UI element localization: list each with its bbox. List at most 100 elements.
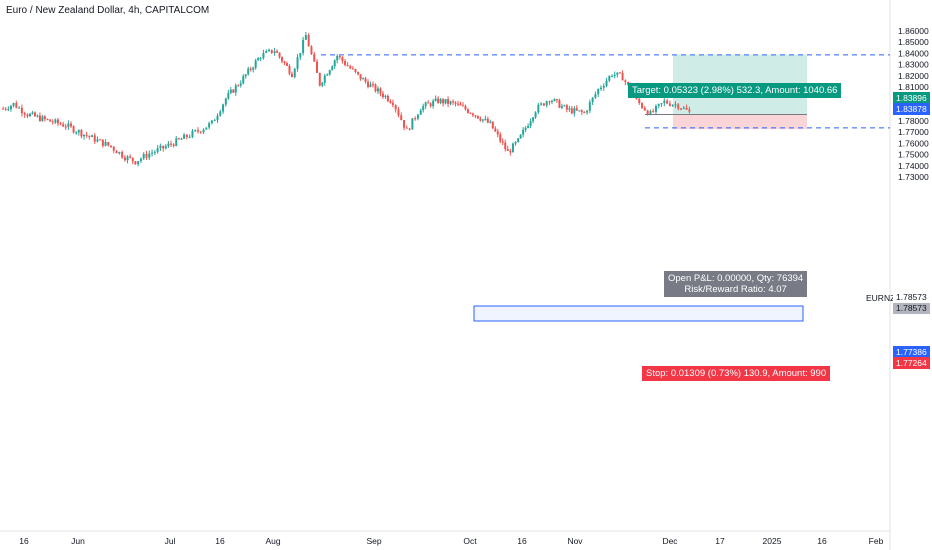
x-tick-label: Oct (463, 536, 477, 546)
candle-body (668, 103, 671, 106)
candle-body (328, 70, 331, 75)
candle-body (548, 101, 551, 103)
candle-body (80, 130, 83, 137)
candle-body (638, 98, 641, 104)
candle-body (134, 161, 137, 165)
candle-body (331, 66, 334, 71)
candle-body (565, 105, 568, 110)
candle-body (479, 118, 482, 121)
candle-body (151, 152, 154, 154)
candle-body (663, 100, 666, 104)
chart-title: Euro / New Zealand Dollar, 4h, CAPITALCO… (6, 5, 210, 16)
candle-body (307, 35, 310, 47)
stop-label[interactable]: Stop: 0.01309 (0.73%) 130.9, Amount: 990 (642, 366, 831, 381)
candle-body (28, 113, 31, 117)
x-tick-label: 16 (215, 536, 225, 546)
candle-body (537, 104, 540, 113)
y-tick-label: 1.81000 (898, 82, 929, 92)
candle-body (115, 150, 118, 154)
candle-body (666, 100, 669, 104)
candle-body (367, 81, 370, 87)
candle-body (391, 102, 394, 106)
candle-body (75, 132, 78, 134)
y-tick-label: 1.85000 (898, 37, 929, 47)
candle-body (316, 61, 319, 73)
candle-body (293, 68, 296, 78)
candle-body (474, 115, 477, 117)
y-tick-label: 1.77000 (898, 127, 929, 137)
candle-body (69, 123, 72, 127)
x-tick-label: Feb (869, 536, 884, 546)
candle-body (162, 145, 165, 149)
candle-body (545, 101, 548, 106)
candle-body (568, 108, 571, 110)
candle-body (514, 142, 517, 144)
candle-body (654, 105, 657, 112)
candle-body (457, 103, 460, 105)
candle-body (185, 134, 188, 138)
candle-body (227, 92, 230, 99)
candle-body (159, 145, 162, 149)
candle-body (611, 75, 614, 77)
candle-body (524, 127, 527, 130)
candle-body (491, 121, 494, 129)
candle-body (254, 60, 257, 68)
candle-body (671, 104, 674, 106)
candle-body (265, 51, 268, 53)
candle-body (560, 105, 563, 108)
candle-body (550, 101, 553, 103)
candle-body (18, 107, 21, 109)
candle-body (219, 111, 222, 116)
candle-body (496, 131, 499, 135)
candle-body (341, 57, 344, 62)
price-tag-current-left: 1.78573 (893, 291, 930, 303)
candle-body (175, 138, 178, 146)
candle-body (519, 134, 522, 139)
candle-body (26, 114, 29, 117)
candle-body (205, 127, 208, 130)
candle-body (484, 118, 487, 120)
candle-body (464, 105, 467, 110)
candle-body (466, 109, 469, 113)
candle-body (62, 124, 65, 127)
pnl-box[interactable]: Open P&L: 0.00000, Qty: 76394 Risk/Rewar… (664, 271, 808, 297)
candle-body (346, 64, 349, 67)
candle-body (459, 103, 462, 106)
candle-body (386, 95, 389, 102)
candle-body (408, 128, 411, 130)
candle-body (449, 101, 452, 104)
y-tick-label: 1.82000 (898, 71, 929, 81)
candle-body (499, 134, 502, 142)
candle-body (232, 89, 235, 93)
candle-body (591, 97, 594, 103)
candle-body (318, 72, 321, 86)
candle-body (621, 73, 624, 81)
candle-body (429, 103, 432, 107)
price-tag-target: 1.83896 (893, 92, 930, 104)
candle-body (23, 113, 26, 115)
y-tick-label: 1.76000 (898, 138, 929, 148)
candle-body (276, 51, 279, 53)
candle-body (99, 139, 102, 141)
candle-body (64, 126, 67, 128)
candle-body (427, 102, 430, 104)
candle-body (59, 123, 62, 125)
candle-body (580, 110, 583, 113)
target-label[interactable]: Target: 0.05323 (2.98%) 532.3, Amount: 1… (628, 83, 842, 98)
candle-body (411, 118, 414, 130)
candle-body (46, 119, 49, 121)
candle-body (213, 120, 216, 122)
candle-body (93, 135, 96, 142)
candle-body (586, 110, 589, 113)
candle-body (371, 84, 374, 86)
price-tag-current: 1.78573 (893, 302, 930, 314)
candle-body (107, 142, 110, 146)
candle-body (583, 112, 586, 114)
candle-body (104, 142, 107, 146)
candle-body (208, 123, 211, 128)
candle-body (7, 109, 10, 111)
candle-body (682, 107, 685, 109)
candles-group (2, 31, 691, 167)
candle-body (469, 112, 472, 114)
